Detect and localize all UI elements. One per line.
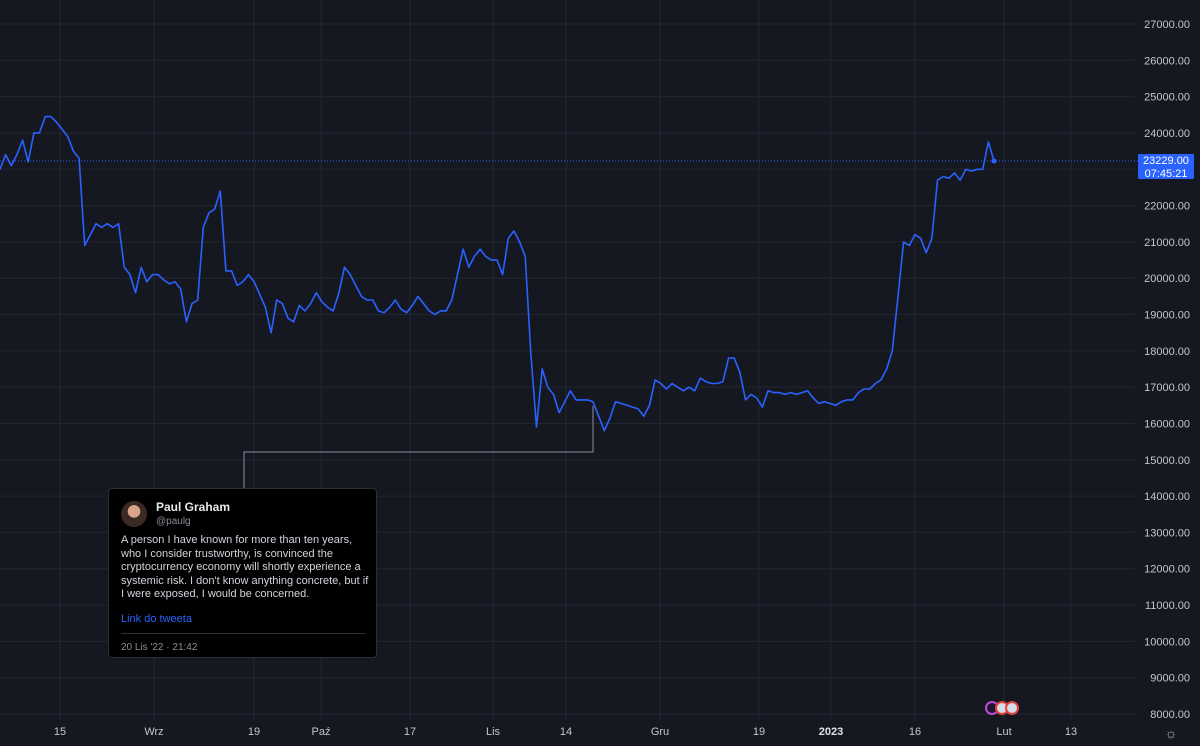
y-tick-label: 24000.00: [1144, 128, 1190, 140]
tweet-link[interactable]: Link do tweeta: [121, 613, 192, 625]
y-tick-label: 22000.00: [1144, 201, 1190, 213]
y-tick-label: 18000.00: [1144, 346, 1190, 358]
x-tick-label: 13: [1065, 726, 1077, 738]
time-axis[interactable]: 15 Wrz 19 Paź 17 Lis 14 Gru 19 2023 16 Lut 13: [54, 726, 1077, 738]
bar-countdown: 07:45:21: [1144, 168, 1188, 180]
y-tick-label: 13000.00: [1144, 527, 1190, 539]
x-tick-label: 15: [54, 726, 66, 738]
y-tick-label: 8000.00: [1150, 709, 1190, 721]
x-tick-label: Lis: [486, 726, 501, 738]
tweet-card: Paul Graham @paulg A person I have known…: [108, 488, 377, 658]
tweet-author-name: Paul Graham: [156, 500, 231, 514]
tweet-text: A person I have known for more than ten …: [121, 534, 369, 601]
y-tick-label: 9000.00: [1150, 673, 1190, 685]
x-tick-label: 19: [248, 726, 260, 738]
tweet-author-handle: @paulg: [156, 516, 191, 527]
x-tick-label: Gru: [651, 726, 669, 738]
x-tick-label: 2023: [819, 726, 843, 738]
tweet-divider: [121, 633, 366, 634]
last-price-tag: 23229.00 07:45:21: [1138, 154, 1194, 180]
x-tick-label: Paź: [312, 726, 331, 738]
y-tick-label: 14000.00: [1144, 491, 1190, 503]
last-price-value: 23229.00: [1143, 155, 1189, 167]
us-flag-icon[interactable]: [1005, 701, 1019, 715]
price-series: [0, 115, 1138, 432]
tweet-date: 20 Lis '22 · 21:42: [121, 642, 198, 653]
y-tick-label: 27000.00: [1144, 19, 1190, 31]
y-tick-label: 10000.00: [1144, 636, 1190, 648]
y-tick-label: 21000.00: [1144, 237, 1190, 249]
tweet-connector: [243, 405, 594, 488]
last-price-dot: [991, 158, 997, 164]
gear-icon[interactable]: ☼: [1164, 725, 1178, 741]
y-tick-label: 11000.00: [1145, 600, 1190, 612]
y-tick-label: 20000.00: [1144, 273, 1190, 285]
price-axis[interactable]: 27000.0026000.0025000.0024000.0023000.00…: [1144, 19, 1190, 721]
tweet-connector-line: [243, 405, 594, 488]
x-tick-label: 14: [560, 726, 572, 738]
y-tick-label: 15000.00: [1144, 455, 1190, 467]
x-tick-label: 17: [404, 726, 416, 738]
y-tick-label: 12000.00: [1144, 564, 1190, 576]
x-tick-label: 16: [909, 726, 921, 738]
y-tick-label: 17000.00: [1144, 382, 1190, 394]
x-tick-label: 19: [753, 726, 765, 738]
price-line: [0, 115, 995, 432]
y-tick-label: 26000.00: [1144, 55, 1190, 67]
event-markers[interactable]: [985, 701, 1025, 717]
x-tick-label: Wrz: [144, 726, 163, 738]
x-tick-label: Lut: [996, 726, 1011, 738]
avatar: [121, 501, 147, 527]
y-tick-label: 19000.00: [1144, 310, 1190, 322]
y-tick-label: 16000.00: [1144, 418, 1190, 430]
y-tick-label: 25000.00: [1144, 92, 1190, 104]
